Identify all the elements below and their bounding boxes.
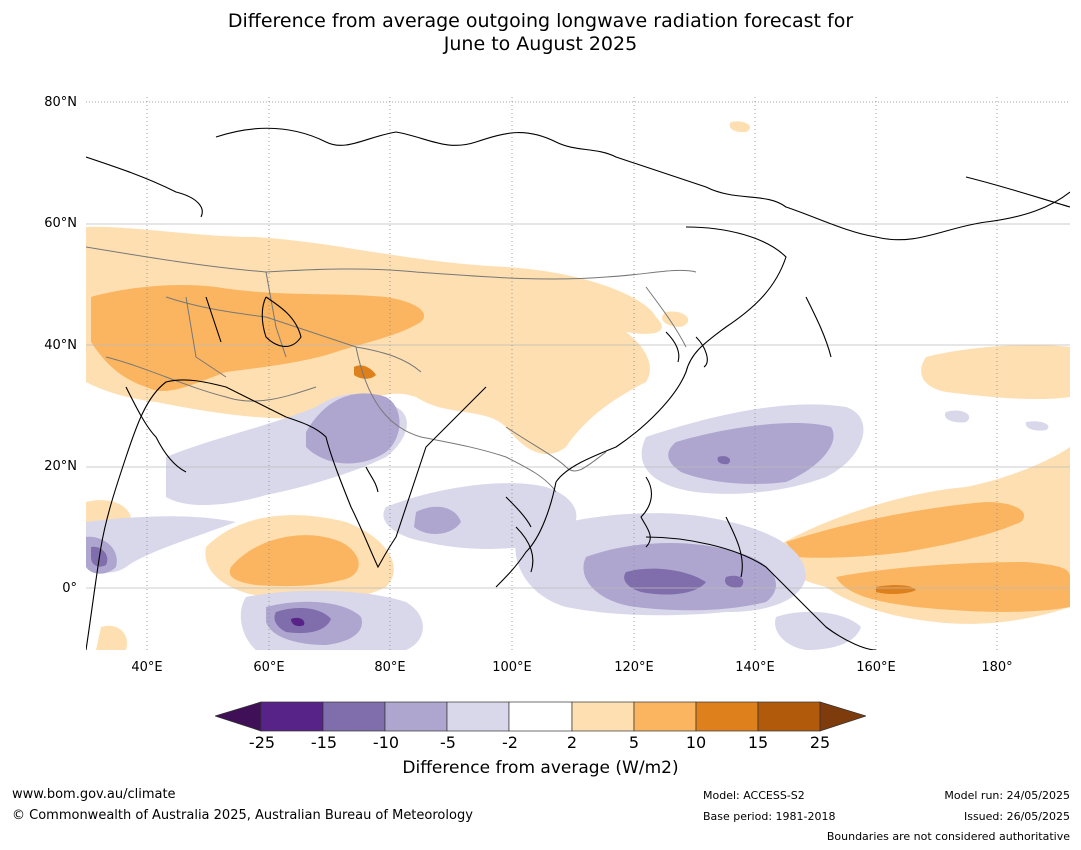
lon-label-140e: 140°E bbox=[735, 660, 775, 675]
colorbar-tick: -10 bbox=[372, 733, 400, 752]
colorbar-tick: 2 bbox=[566, 733, 578, 752]
title-line-1: Difference from average outgoing longwav… bbox=[227, 10, 854, 32]
lat-label-40n: 40°N bbox=[44, 338, 77, 353]
lat-label-80n: 80°N bbox=[44, 95, 77, 110]
coastlines bbox=[86, 127, 1070, 650]
title-line-2: June to August 2025 bbox=[443, 33, 638, 55]
lon-label-40e: 40°E bbox=[131, 660, 163, 675]
website-link[interactable]: www.bom.gov.au/climate bbox=[12, 787, 176, 802]
model-run-date: Model run: 24/05/2025 bbox=[944, 789, 1070, 802]
colorbar-tick: -5 bbox=[440, 733, 456, 752]
colorbar-extend-low bbox=[213, 701, 262, 732]
lon-label-120e: 120°E bbox=[614, 660, 654, 675]
colorbar-bin bbox=[384, 701, 448, 732]
colorbar-bin bbox=[695, 701, 759, 732]
lon-label-60e: 60°E bbox=[253, 660, 285, 675]
colorbar-tick: -2 bbox=[502, 733, 518, 752]
lon-label-100e: 100°E bbox=[492, 660, 532, 675]
country-boundaries bbox=[86, 246, 697, 493]
colorbar-bin bbox=[446, 701, 510, 732]
lon-label-180: 180° bbox=[981, 660, 1013, 675]
issued-date: Issued: 26/05/2025 bbox=[963, 810, 1070, 823]
colorbar-tick: -25 bbox=[248, 733, 276, 752]
lat-label-20n: 20°N bbox=[44, 459, 77, 474]
boundaries-disclaimer: Boundaries are not considered authoritat… bbox=[826, 830, 1070, 843]
colorbar-tick: 5 bbox=[628, 733, 640, 752]
gridlines bbox=[86, 97, 1070, 650]
copyright-text: © Commonwealth of Australia 2025, Austra… bbox=[12, 808, 473, 823]
colorbar-bin bbox=[757, 701, 821, 732]
model-name: Model: ACCESS-S2 bbox=[703, 789, 805, 802]
base-period: Base period: 1981-2018 bbox=[703, 810, 836, 823]
map-title: Difference from average outgoing longwav… bbox=[0, 10, 1081, 56]
positive-anomaly-shading bbox=[86, 121, 1070, 650]
colorbar-bin bbox=[633, 701, 697, 732]
colorbar-tick: 15 bbox=[747, 733, 769, 752]
colorbar-tick: -15 bbox=[310, 733, 338, 752]
colorbar-tick: 25 bbox=[809, 733, 831, 752]
colorbar bbox=[213, 700, 868, 737]
colorbar-tick: 10 bbox=[685, 733, 707, 752]
colorbar-bin bbox=[508, 701, 573, 732]
colorbar-bin bbox=[571, 701, 635, 732]
colorbar-bin bbox=[322, 701, 386, 732]
olr-anomaly-map bbox=[86, 97, 1070, 650]
lat-label-equator: 0° bbox=[62, 581, 77, 596]
lon-label-160e: 160°E bbox=[856, 660, 896, 675]
lon-label-80e: 80°E bbox=[374, 660, 406, 675]
lat-label-60n: 60°N bbox=[44, 216, 77, 231]
colorbar-extend-high bbox=[819, 701, 868, 732]
negative-anomaly-shading bbox=[86, 393, 1049, 650]
colorbar-bin bbox=[260, 701, 324, 732]
colorbar-label: Difference from average (W/m2) bbox=[402, 758, 679, 778]
